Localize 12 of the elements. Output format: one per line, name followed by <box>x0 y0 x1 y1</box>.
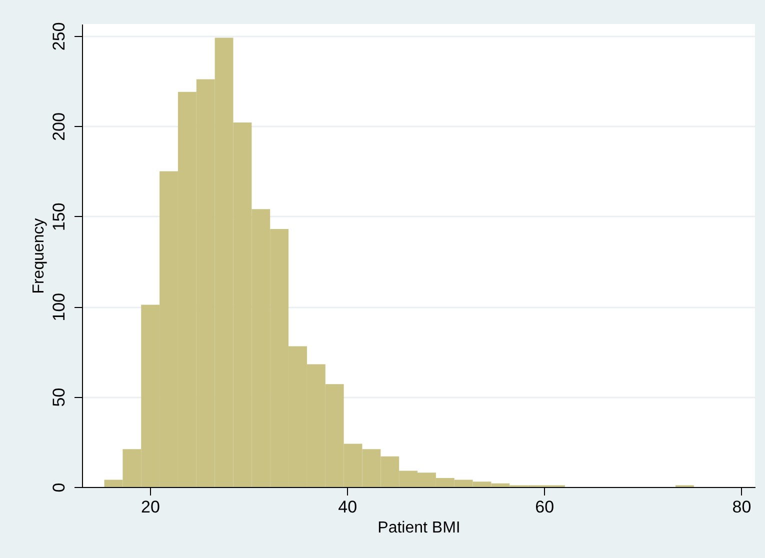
y-tick-label: 250 <box>50 22 68 51</box>
x-tick-label: 60 <box>535 498 554 516</box>
y-tick-label: 150 <box>50 202 68 232</box>
y-axis-title: Frequency <box>30 218 48 294</box>
y-tick-label: 0 <box>50 482 68 492</box>
x-tick-label: 80 <box>732 498 752 516</box>
x-axis-title: Patient BMI <box>378 520 460 536</box>
y-tick-label: 100 <box>50 292 68 322</box>
x-tick-label: 20 <box>141 498 160 516</box>
y-tick-label: 200 <box>50 112 68 141</box>
x-tick-label: 40 <box>338 498 358 516</box>
y-tick-label: 50 <box>50 388 68 407</box>
